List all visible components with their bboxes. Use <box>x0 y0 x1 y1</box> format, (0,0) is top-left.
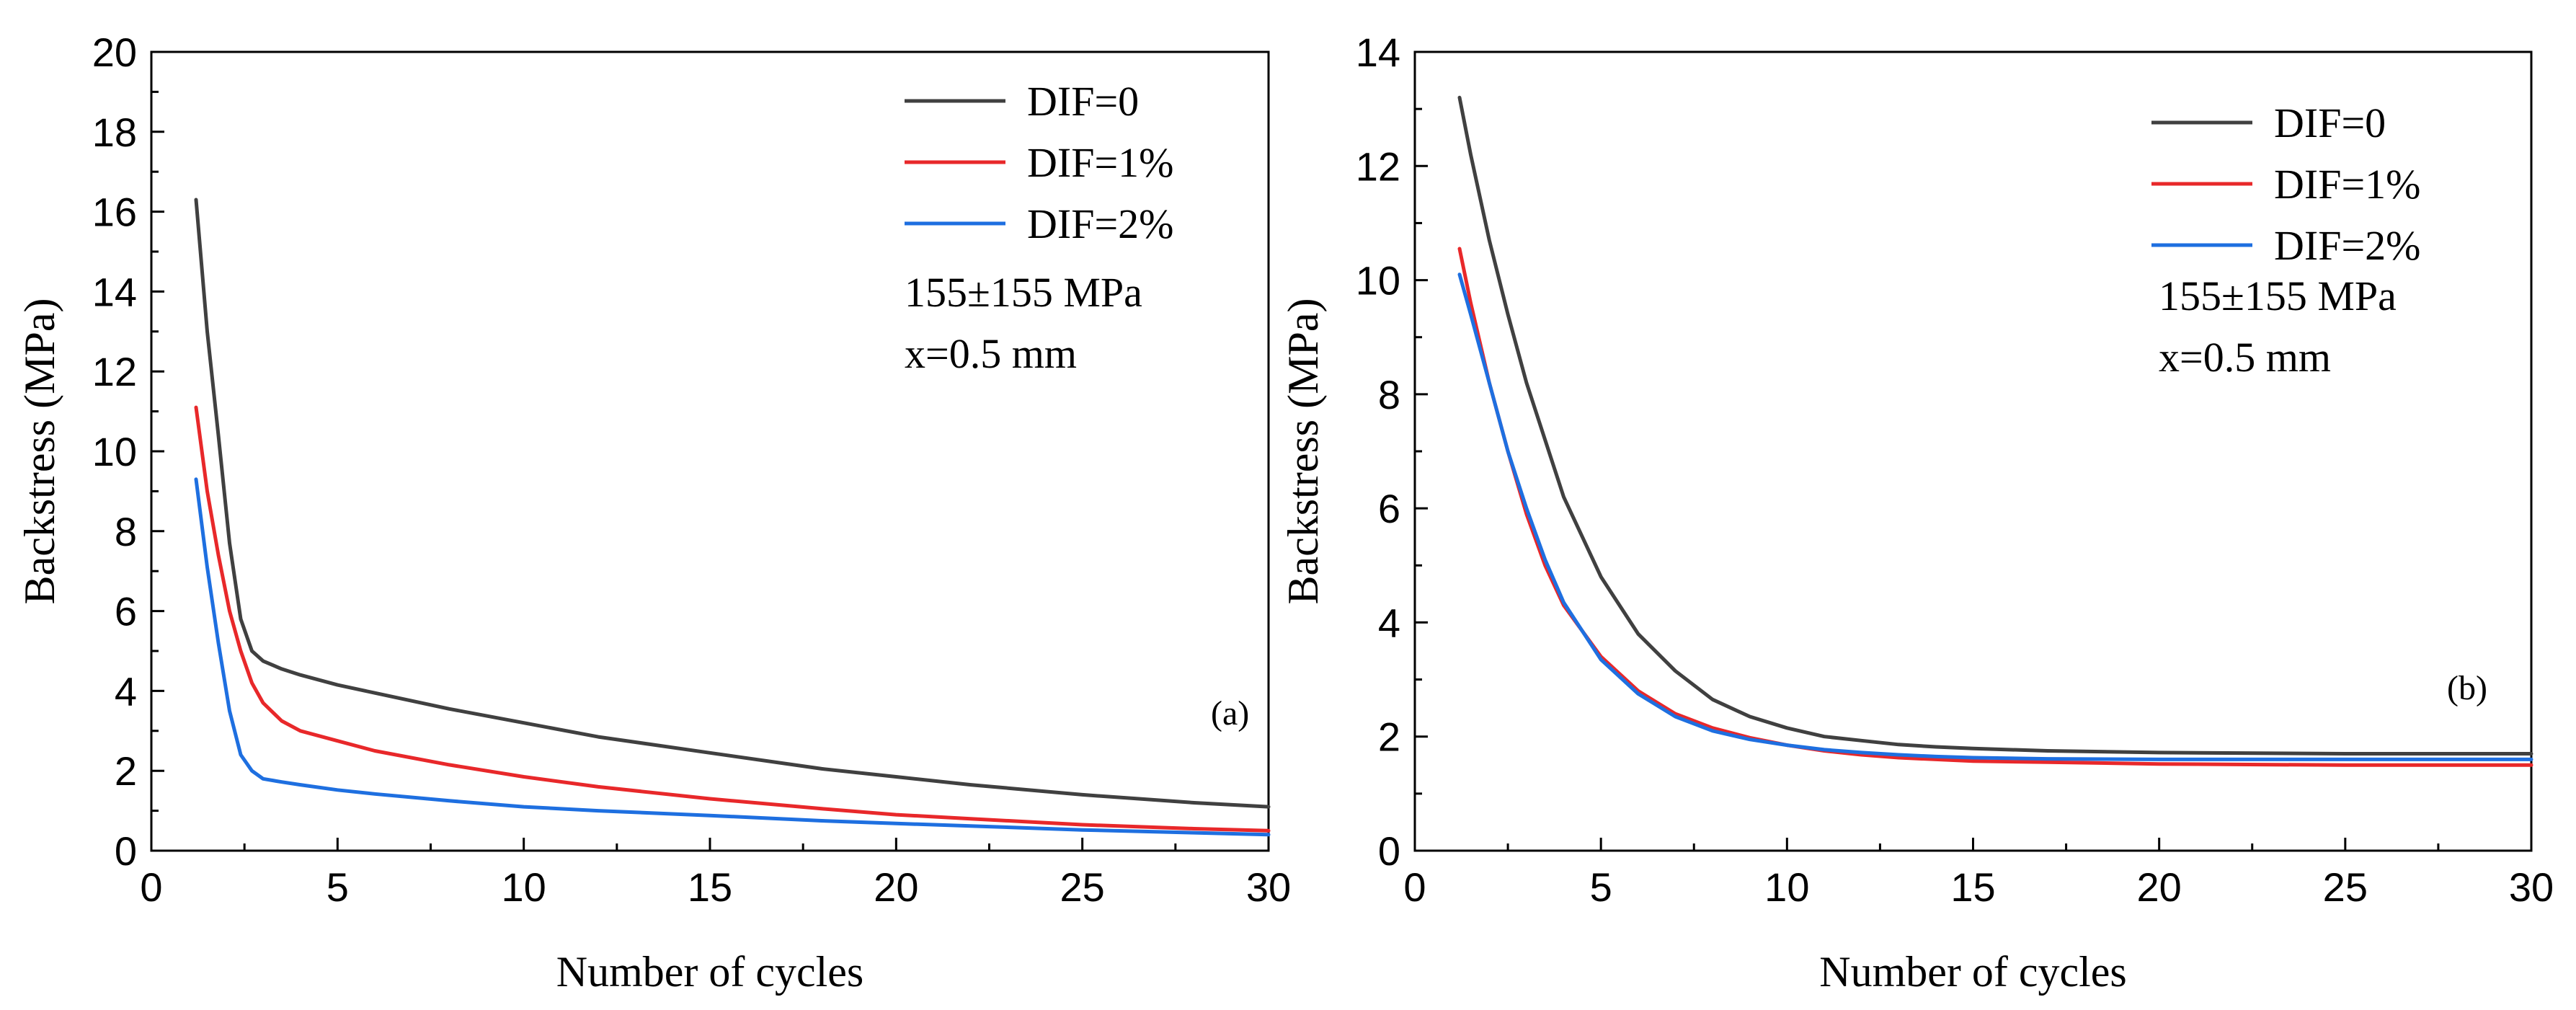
a-x-tick-label: 5 <box>327 864 349 910</box>
a-series-line-0 <box>194 198 1271 809</box>
a-y-tick-label: 0 <box>115 828 137 874</box>
b-legend-label-1: DIF=1% <box>2274 161 2420 208</box>
a-y-tick-label: 8 <box>115 509 137 554</box>
b-y-tick-label: 12 <box>1356 143 1400 189</box>
b-y-tick-label: 8 <box>1378 372 1400 417</box>
a-y-tick-label: 10 <box>92 429 137 474</box>
b-annotation-1: x=0.5 mm <box>2159 334 2331 381</box>
a-legend-label-1: DIF=1% <box>1027 139 1173 186</box>
a-y-axis-label: Backstress (MPa) <box>16 298 63 605</box>
a-x-tick-label: 30 <box>1246 864 1291 910</box>
b-series-line-0 <box>1457 95 2533 756</box>
a-x-tick-label: 0 <box>140 864 162 910</box>
b-series-line-1 <box>1457 247 2533 767</box>
a-legend-label-0: DIF=0 <box>1027 78 1139 125</box>
a-series-line-1 <box>194 405 1271 833</box>
a-panel-label: (a) <box>1211 694 1249 732</box>
a-y-tick-label: 14 <box>92 269 137 314</box>
b-y-tick-label: 2 <box>1378 714 1400 760</box>
b-y-tick-label: 4 <box>1378 600 1400 645</box>
b-x-tick-label: 10 <box>1764 864 1809 910</box>
b-x-tick-label: 15 <box>1950 864 1995 910</box>
a-y-tick-label: 16 <box>92 190 137 235</box>
a-y-tick-label: 6 <box>115 589 137 634</box>
b-x-tick-label: 30 <box>2509 864 2554 910</box>
b-x-axis-label: Number of cycles <box>1819 948 2127 996</box>
a-annotation-0: 155±155 MPa <box>905 269 1142 316</box>
b-y-tick-label: 6 <box>1378 486 1400 531</box>
b-x-tick-label: 5 <box>1590 864 1612 910</box>
a-y-tick-label: 20 <box>92 30 137 75</box>
b-y-tick-label: 0 <box>1378 828 1400 874</box>
b-y-axis-label: Backstress (MPa) <box>1279 298 1327 605</box>
a-x-tick-label: 15 <box>688 864 732 910</box>
a-series-line-2 <box>194 477 1271 837</box>
b-y-tick-label: 10 <box>1356 258 1400 304</box>
b-panel-label: (b) <box>2447 669 2487 707</box>
a-y-tick-label: 4 <box>115 668 137 714</box>
a-legend-label-2: DIF=2% <box>1027 200 1173 247</box>
b-legend-label-0: DIF=0 <box>2274 99 2386 146</box>
a-y-tick-label: 2 <box>115 748 137 794</box>
a-x-axis-label: Number of cycles <box>556 948 864 996</box>
a-y-tick-label: 12 <box>92 349 137 394</box>
a-x-tick-label: 20 <box>874 864 918 910</box>
b-annotation-0: 155±155 MPa <box>2159 273 2397 319</box>
b-series-line-2 <box>1457 273 2533 761</box>
a-x-tick-label: 25 <box>1060 864 1105 910</box>
a-y-tick-label: 18 <box>92 110 137 155</box>
b-x-tick-label: 25 <box>2323 864 2368 910</box>
b-legend-label-2: DIF=2% <box>2274 222 2420 269</box>
b-x-tick-label: 20 <box>2137 864 2182 910</box>
a-x-tick-label: 10 <box>502 864 546 910</box>
b-x-tick-label: 0 <box>1403 864 1426 910</box>
a-annotation-1: x=0.5 mm <box>905 330 1077 377</box>
b-y-tick-label: 14 <box>1356 30 1400 75</box>
